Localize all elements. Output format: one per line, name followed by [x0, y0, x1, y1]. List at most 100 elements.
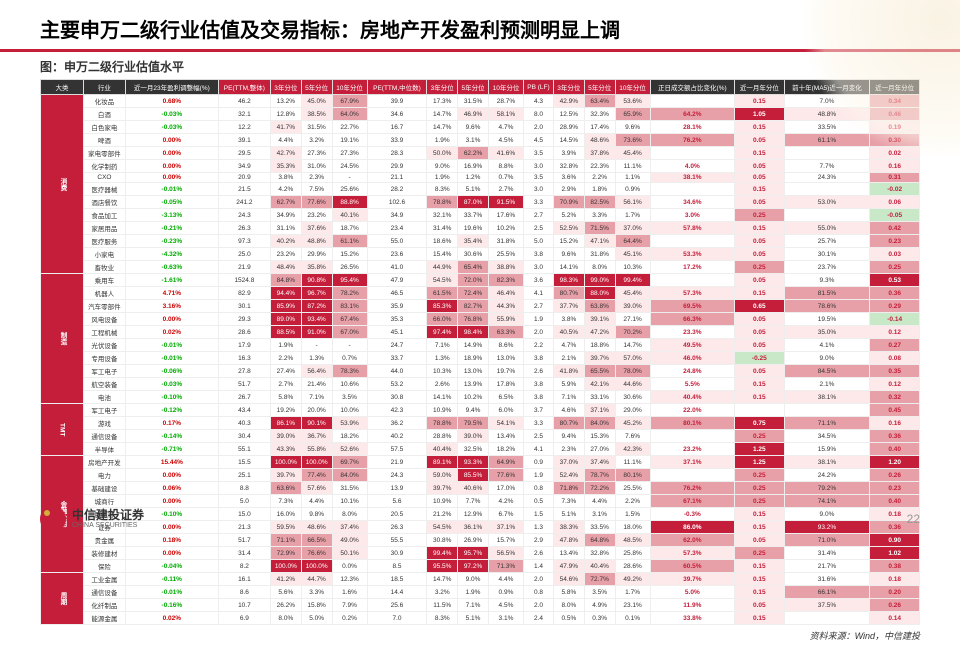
data-cell: 39.7% — [427, 482, 458, 495]
data-cell: 0.14 — [870, 612, 920, 625]
data-cell: 10.2% — [488, 222, 523, 235]
data-cell: 41.7% — [270, 121, 301, 134]
data-cell: 0.25 — [735, 482, 785, 495]
data-cell: 30.6% — [458, 248, 489, 261]
data-cell: 21.7% — [784, 560, 870, 573]
data-cell: 48.4% — [270, 261, 301, 274]
table-row: 半导体-0.71%55.143.3%55.8%52.6%57.540.4%32.… — [41, 443, 920, 456]
data-cell: 39.7% — [584, 352, 615, 365]
data-cell: 46.5 — [367, 287, 427, 300]
data-cell: -0.63% — [125, 261, 218, 274]
data-cell: 33.7 — [367, 352, 427, 365]
data-cell: 45.4% — [615, 147, 650, 160]
data-cell: 4.9% — [584, 599, 615, 612]
data-cell: 0.00% — [125, 173, 218, 183]
data-cell: 14.7% — [427, 573, 458, 586]
data-cell: 28.9% — [553, 121, 584, 134]
table-row: CXO0.00%20.93.8%2.3%-21.11.9%1.2%0.7%3.5… — [41, 173, 920, 183]
data-cell: 8.8 — [218, 482, 270, 495]
data-cell: 8.6% — [488, 339, 523, 352]
data-cell: 97.4% — [427, 326, 458, 339]
data-cell: 18.2% — [332, 430, 367, 443]
data-cell: 2.1% — [784, 378, 870, 391]
data-cell: 50.0% — [427, 147, 458, 160]
data-cell: 39.0% — [458, 430, 489, 443]
data-cell: 80.1% — [615, 469, 650, 482]
data-cell: 2.2 — [524, 339, 554, 352]
data-cell: 99.4% — [427, 547, 458, 560]
data-cell: 0.5% — [553, 612, 584, 625]
data-cell: 0.05 — [735, 534, 785, 547]
data-cell: 39.1 — [218, 134, 270, 147]
data-cell: 家电零部件 — [84, 147, 126, 160]
col-header: 行业 — [84, 80, 126, 95]
data-cell: 54.6% — [553, 573, 584, 586]
data-cell: 57.0% — [615, 352, 650, 365]
data-cell: 0.18 — [870, 573, 920, 586]
data-cell: 31.5% — [301, 121, 332, 134]
data-cell: 军工电子 — [84, 365, 126, 378]
data-cell: 7.1% — [458, 599, 489, 612]
data-cell: 6.5% — [488, 391, 523, 404]
data-cell: 0.12 — [870, 326, 920, 339]
data-cell: 56.4% — [301, 365, 332, 378]
data-cell: 0.05 — [735, 313, 785, 326]
col-header: 5年分位 — [301, 80, 332, 95]
data-cell: 3.8% — [270, 173, 301, 183]
data-cell: 8.0% — [584, 261, 615, 274]
data-cell: 28.1% — [650, 121, 734, 134]
data-cell: 23.2% — [270, 248, 301, 261]
table-row: 白色家电-0.03%12.241.7%31.5%22.7%16.714.7%9.… — [41, 121, 920, 134]
data-cell: - — [332, 173, 367, 183]
data-cell: 1.2% — [458, 173, 489, 183]
data-cell: 57.5 — [367, 443, 427, 456]
data-cell: 87.2% — [301, 300, 332, 313]
data-cell: 23.6 — [367, 248, 427, 261]
data-cell: 4.7% — [553, 339, 584, 352]
data-cell: 14.5% — [553, 134, 584, 147]
data-cell: 0.15 — [735, 573, 785, 586]
data-cell: 52.5% — [553, 222, 584, 235]
data-cell: 17.4% — [584, 121, 615, 134]
data-cell: 12.2 — [218, 121, 270, 134]
col-header: PB (LF) — [524, 80, 554, 95]
data-cell: 55.0 — [367, 235, 427, 248]
logo-cn: 中信建投证券 — [72, 509, 144, 522]
data-cell: 46.0% — [650, 352, 734, 365]
data-cell: 0.9 — [524, 456, 554, 469]
data-cell: 10.6% — [332, 378, 367, 391]
data-cell: 7.1% — [301, 391, 332, 404]
data-cell: 78.0% — [615, 365, 650, 378]
data-cell: 1.9% — [270, 339, 301, 352]
col-header: 正日成交额占比变化(%) — [650, 80, 734, 95]
data-cell: 34.9 — [367, 209, 427, 222]
data-cell: 44.3% — [488, 300, 523, 313]
data-cell: 6.0% — [488, 404, 523, 417]
data-cell: 2.3% — [553, 443, 584, 456]
data-cell: 64.8% — [584, 534, 615, 547]
data-cell: 95.4% — [332, 274, 367, 287]
data-cell: 39.7% — [650, 573, 734, 586]
data-cell: 31.8% — [584, 248, 615, 261]
data-cell: 15.2% — [332, 248, 367, 261]
data-cell: 44.0 — [367, 365, 427, 378]
data-cell: 0.05 — [735, 134, 785, 147]
data-cell: 5.1% — [458, 612, 489, 625]
data-cell: 10.0% — [332, 404, 367, 417]
data-cell: 24.7 — [367, 339, 427, 352]
data-cell: 71.3% — [488, 560, 523, 573]
data-cell: 0.25 — [735, 430, 785, 443]
data-cell: -0.04% — [125, 560, 218, 573]
table-row: 化纤制品-0.16%10.726.2%15.8%7.9%25.611.5%7.1… — [41, 599, 920, 612]
data-cell: 7.1% — [427, 339, 458, 352]
data-cell: 51.7 — [218, 534, 270, 547]
data-cell: 24.8% — [650, 365, 734, 378]
data-cell: 47.8% — [553, 534, 584, 547]
table-row: 制造乘用车-1.61%1524.884.8%90.8%95.4%47.954.5… — [41, 274, 920, 287]
data-cell: 25.5% — [488, 248, 523, 261]
data-cell: 2.7 — [524, 209, 554, 222]
data-cell: 8.3% — [427, 183, 458, 196]
data-cell: 3.8 — [524, 352, 554, 365]
data-cell: 95.5% — [427, 560, 458, 573]
data-cell: 55.0% — [784, 222, 870, 235]
